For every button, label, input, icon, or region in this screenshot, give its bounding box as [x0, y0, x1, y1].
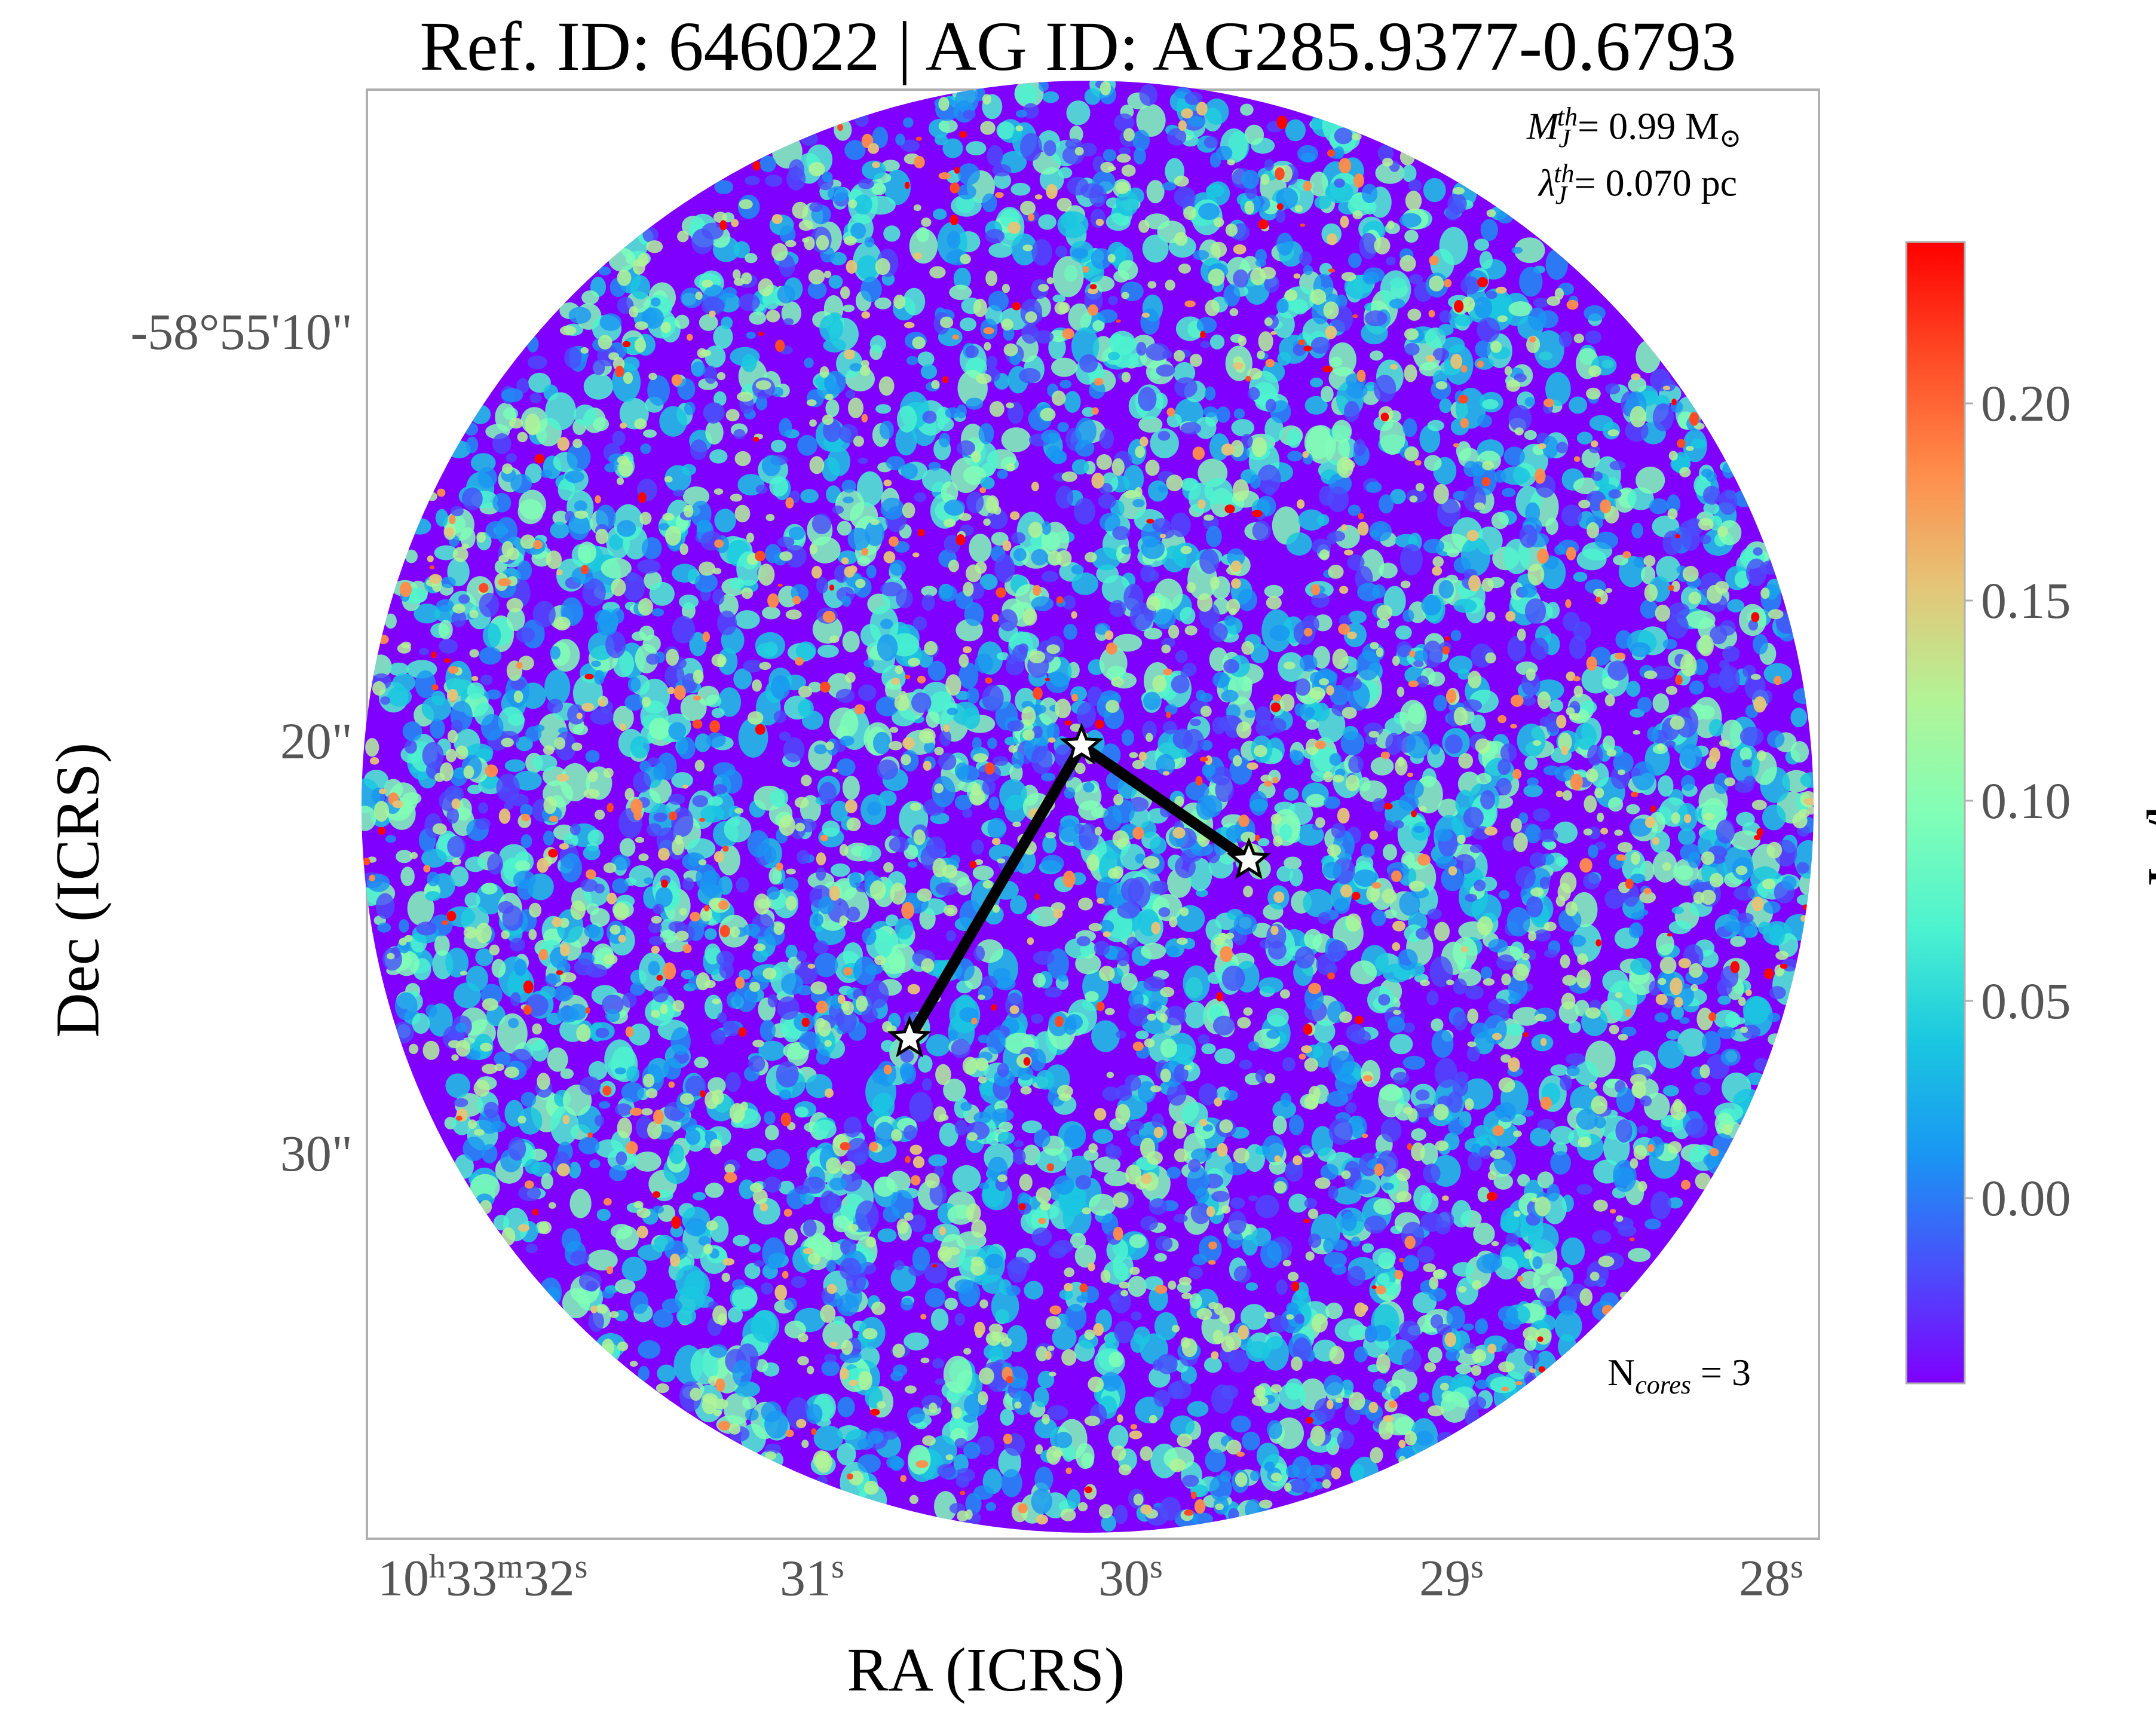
core-connectors — [904, 740, 1254, 1044]
connector-line — [904, 740, 1087, 1044]
intensity-map — [362, 81, 1814, 1533]
plot-title: Ref. ID: 646022 | AG ID: AG285.9377-0.67… — [419, 7, 1737, 85]
jeans-mass-annotation: MJth= 0.99 M⊙ — [1527, 102, 1741, 154]
jeans-length-annotation: λJth= 0.070 pc — [1539, 159, 1737, 210]
colorbar-tick-label: 0.10 — [1981, 772, 2071, 829]
core-star-marker — [1059, 722, 1104, 765]
y-tick-label: -58°55'10" — [130, 303, 353, 360]
core-star-marker — [1227, 837, 1271, 880]
x-axis-label: RA (ICRS) — [847, 1636, 1125, 1704]
colorbar-tick-label: 0.05 — [1981, 972, 2071, 1030]
colorbar-ticks — [1965, 402, 1973, 1199]
x-tick-label: 29s — [1419, 1548, 1484, 1607]
x-tick-label: 30s — [1098, 1548, 1163, 1607]
core-star-marker — [887, 1015, 932, 1058]
x-tick-label: 28s — [1739, 1548, 1803, 1607]
ncores-annotation: Ncores = 3 — [1607, 1351, 1751, 1399]
noise-texture — [362, 81, 1814, 1532]
colorbar-tick-label: 0.00 — [1981, 1169, 2071, 1227]
x-tick-label: 31s — [780, 1548, 844, 1607]
y-tick-label: 20" — [280, 712, 353, 770]
colorbar-tick-label: 0.15 — [1981, 572, 2071, 629]
colorbar — [1905, 241, 1966, 1385]
colorbar-label: mJy/beam — [2134, 684, 2156, 941]
core-markers — [887, 722, 1271, 1058]
y-tick-label: 30" — [280, 1125, 353, 1182]
colorbar-tick-label: 0.20 — [1981, 375, 2071, 432]
y-axis-label: Dec (ICRS) — [43, 742, 112, 1038]
x-tick-label: 10h33m32s — [378, 1548, 588, 1607]
connector-line — [1076, 740, 1254, 866]
